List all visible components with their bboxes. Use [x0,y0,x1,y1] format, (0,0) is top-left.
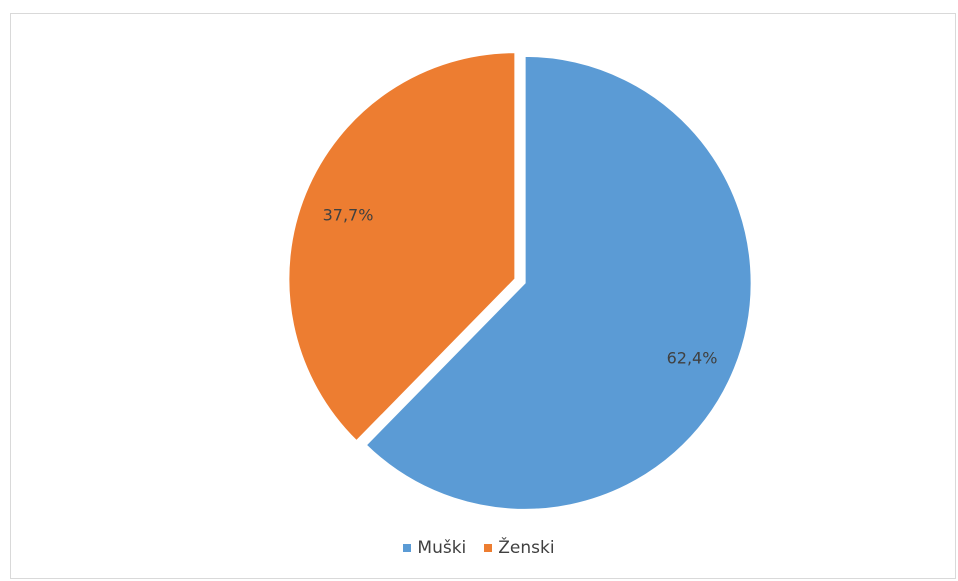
pie-slice-zenski[interactable] [287,51,517,443]
pie-data-labels: 62,4% 37,7% [323,206,718,368]
legend-swatch-muski [403,544,412,552]
pie-slices [287,51,753,511]
legend-label-zenski: Ženski [498,538,555,558]
legend: Muški Ženski [0,538,958,558]
legend-label-muski: Muški [417,538,467,558]
data-label-zenski: 37,7% [323,206,374,225]
legend-swatch-zenski [484,544,493,552]
legend-item-zenski[interactable]: Ženski [484,538,555,558]
legend-item-muski[interactable]: Muški [403,538,466,558]
pie-slice-muski[interactable] [364,54,753,511]
data-label-muski: 62,4% [667,349,718,368]
